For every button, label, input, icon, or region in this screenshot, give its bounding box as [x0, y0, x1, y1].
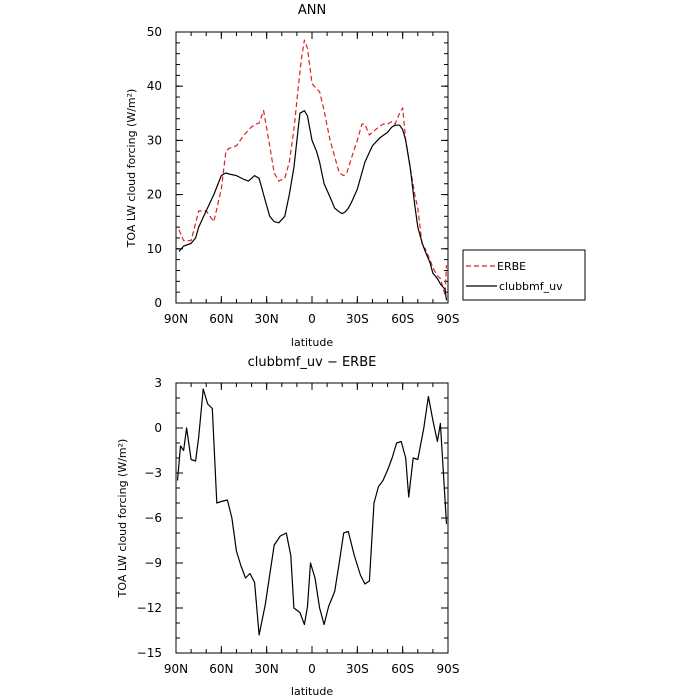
- y-tick-label: 40: [147, 79, 162, 93]
- y-tick-label: −12: [137, 601, 162, 615]
- chart-top-x-ticks: 90N 60N 30N 0 30S 60S 90S: [164, 32, 460, 326]
- legend-box: [462, 249, 586, 301]
- y-tick-label: −6: [144, 511, 162, 525]
- chart-bottom-title: clubbmf_uv − ERBE: [248, 355, 377, 370]
- chart-bottom-x-ticks: 90N 60N 30N 0 30S 60S 90S: [164, 383, 460, 676]
- chart-top-series: [178, 39, 448, 301]
- series-line-clubbmf-uv: [178, 109, 448, 301]
- y-tick-label: 0: [154, 421, 162, 435]
- chart-bottom-series: [176, 388, 448, 636]
- chart-top-y-ticks: 0 10 20 30 40 50: [147, 25, 448, 310]
- x-tick-label: 30S: [346, 312, 369, 326]
- chart-top: ANN 90N 60N 30N 0 30S 60S 90S 0 10 20 30 40 50 lati…: [125, 3, 586, 349]
- y-tick-label: 0: [154, 296, 162, 310]
- x-tick-label: 0: [308, 312, 316, 326]
- chart-bottom-y-axis-label: TOA LW cloud forcing (W/m²): [116, 439, 129, 599]
- x-tick-label: 0: [308, 662, 316, 676]
- x-tick-label: 60S: [391, 662, 414, 676]
- chart-top-legend: ERBE clubbmf_uv: [462, 249, 586, 301]
- y-tick-label: 20: [147, 188, 162, 202]
- chart-bottom-frame: [175, 382, 449, 654]
- chart-bottom: clubbmf_uv − ERBE 90N 60N 30N 0 30S 60S 90S −1…: [116, 355, 459, 698]
- x-tick-label: 30S: [346, 662, 369, 676]
- chart-bottom-y-ticks: −15 −12 −9 −6 −3 0 3: [137, 376, 448, 660]
- series-line-erbe: [178, 39, 448, 296]
- y-tick-label: 30: [147, 133, 162, 147]
- x-tick-label: 30N: [255, 312, 279, 326]
- legend-label-clubbmf-uv: clubbmf_uv: [499, 280, 563, 293]
- x-tick-label: 90S: [437, 312, 460, 326]
- y-tick-label: −15: [137, 646, 162, 660]
- x-tick-label: 90N: [164, 662, 188, 676]
- x-tick-label: 60N: [209, 312, 233, 326]
- legend-label-erbe: ERBE: [497, 260, 526, 273]
- x-tick-label: 60N: [209, 662, 233, 676]
- y-tick-label: 10: [147, 242, 162, 256]
- x-tick-label: 90S: [437, 662, 460, 676]
- y-tick-label: −9: [144, 556, 162, 570]
- x-tick-label: 60S: [391, 312, 414, 326]
- x-tick-label: 30N: [255, 662, 279, 676]
- chart-bottom-x-axis-label: latitude: [291, 685, 333, 698]
- y-tick-label: −3: [144, 466, 162, 480]
- x-tick-label: 90N: [164, 312, 188, 326]
- y-tick-label: 50: [147, 25, 162, 39]
- y-tick-label: 3: [154, 376, 162, 390]
- chart-top-x-axis-label: latitude: [291, 336, 333, 349]
- chart-top-frame: [175, 31, 449, 304]
- chart-top-y-axis-label: TOA LW cloud forcing (W/m²): [125, 89, 138, 249]
- chart-top-title: ANN: [298, 3, 326, 18]
- series-line-difference: [176, 388, 448, 636]
